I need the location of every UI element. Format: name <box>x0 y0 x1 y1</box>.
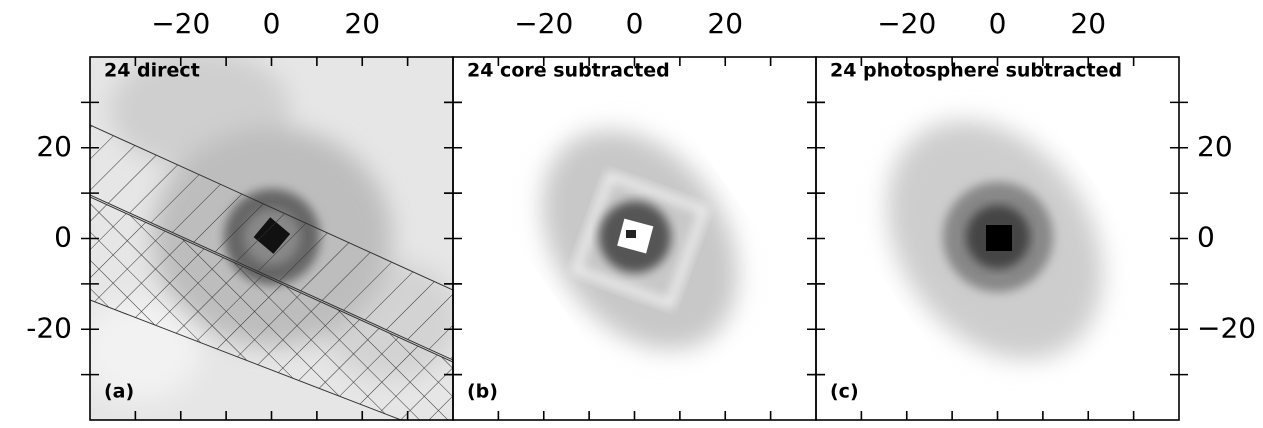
y-tick-label: 20 <box>1197 130 1233 163</box>
x-tick-label: 0 <box>626 7 644 40</box>
panel-label: (a) <box>104 381 134 403</box>
x-tick-label: −20 <box>877 7 936 40</box>
y-tick-label: −20 <box>1197 311 1256 344</box>
x-tick-label: 0 <box>263 7 281 40</box>
x-tick-label: −20 <box>514 7 573 40</box>
x-tick-label: −20 <box>151 7 210 40</box>
x-tick-label: 20 <box>1070 7 1106 40</box>
y-tick-label: 20 <box>36 130 72 163</box>
image-b <box>453 57 816 420</box>
image-c <box>816 57 1179 420</box>
image-a <box>90 57 453 420</box>
x-tick-label: 20 <box>344 7 380 40</box>
panel-label: (c) <box>830 381 859 403</box>
y-tick-label: -20 <box>26 311 72 344</box>
x-tick-label: 20 <box>707 7 743 40</box>
x-tick-label: 0 <box>989 7 1007 40</box>
panel-label: (b) <box>467 381 498 403</box>
y-tick-label: 0 <box>54 221 72 254</box>
annotation: 24 core subtracted <box>467 60 670 82</box>
annotation: 24 photosphere subtracted <box>830 60 1122 82</box>
y-tick-label: 0 <box>1197 221 1215 254</box>
annotation: 24 direct <box>104 60 200 82</box>
